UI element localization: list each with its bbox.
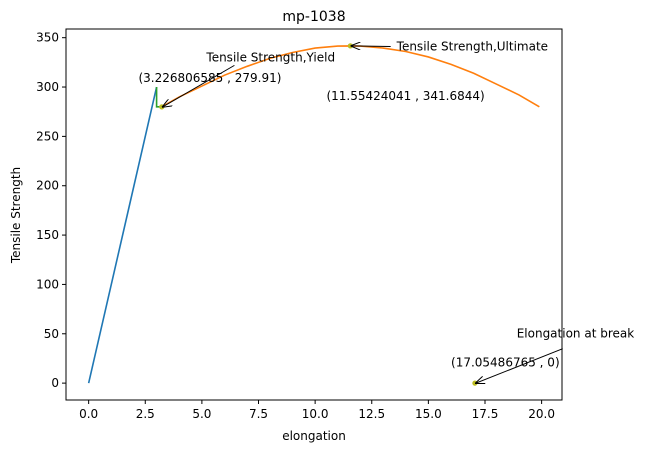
x-tick-label: 2.5 <box>136 407 155 421</box>
annotation-coordinates-0: (3.226806585 , 279.91) <box>138 71 281 85</box>
y-tick-label: 100 <box>36 277 59 291</box>
annotation-layer: Tensile Strength,Yield (3.226806585 , 279… <box>138 40 634 384</box>
series-line-2 <box>155 87 162 108</box>
y-tick-label: 0 <box>51 376 59 390</box>
annotation-label-2: Elongation at break <box>517 327 635 341</box>
plot-frame <box>65 28 563 401</box>
annotation-label-1: Tensile Strength,Ultimate <box>396 40 548 54</box>
y-axis-label: Tensile Strength <box>9 167 23 264</box>
series-line-0 <box>87 86 158 384</box>
x-tick-label: 15.0 <box>415 407 442 421</box>
x-tick-label: 17.5 <box>472 407 499 421</box>
x-axis: 0.0 2.5 5.0 7.5 10.0 12.5 15.0 17.5 20.0 <box>79 400 555 421</box>
x-tick-label: 0.0 <box>79 407 98 421</box>
annotation-arrow-1 <box>351 46 391 47</box>
annotation-coordinates-1: (11.55424041 , 341.6844) <box>326 89 484 103</box>
y-tick-label: 250 <box>36 129 59 143</box>
y-tick-label: 150 <box>36 228 59 242</box>
y-tick-label: 350 <box>36 31 59 45</box>
x-tick-label: 12.5 <box>358 407 385 421</box>
annotation-arrow-0 <box>163 64 235 106</box>
annotation-label-0: Tensile Strength,Yield <box>205 50 335 64</box>
y-tick-label: 200 <box>36 179 59 193</box>
y-tick-label: 300 <box>36 80 59 94</box>
x-tick-label: 10.0 <box>302 407 329 421</box>
annotation-coordinates-2: (17.05486765 , 0) <box>451 355 560 369</box>
x-tick-label: 20.0 <box>528 407 555 421</box>
chart-title: mp-1038 <box>282 9 345 25</box>
x-tick-label: 7.5 <box>249 407 268 421</box>
y-tick-label: 50 <box>44 327 59 341</box>
annotation-arrow-2 <box>476 348 563 383</box>
y-axis: 0 50 100 150 200 250 300 350 <box>36 31 66 390</box>
x-axis-label: elongation <box>282 429 346 443</box>
x-tick-label: 5.0 <box>192 407 211 421</box>
